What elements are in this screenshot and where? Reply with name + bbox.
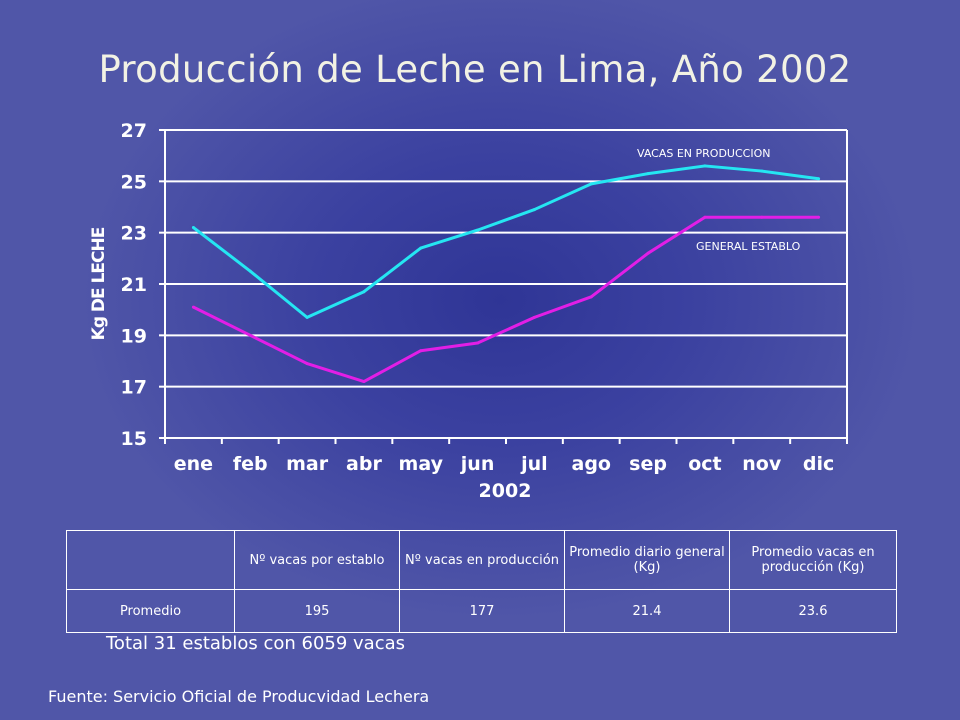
x-tick-label: jun [460,453,495,475]
y-tick-label: 27 [121,120,147,142]
x-tick-label: sep [629,453,667,475]
series-label: GENERAL ESTABLO [696,240,801,253]
data-point [476,341,480,345]
table-header-cell [66,530,235,590]
x-tick-label: jul [520,453,548,475]
chart-title: Producción de Leche en Lima, Año 2002 [98,48,852,91]
y-tick-label: 25 [121,171,147,193]
x-tick-label: dic [803,453,834,475]
table-cell: Promedio [66,589,235,633]
x-tick-label: ago [572,453,611,475]
data-point [646,172,650,176]
data-point [305,362,309,366]
table-header-cell: Nº vacas en producción [399,530,565,590]
series-line [192,215,819,384]
data-point [362,380,366,384]
data-point [589,182,593,186]
y-tick-label: 21 [121,274,147,296]
data-point [476,228,480,232]
data-point [419,349,423,353]
table-cell: 195 [234,589,400,633]
data-point [817,215,821,219]
x-tick-label: mar [286,453,329,475]
table-header-cell: Promedio vacas en producción (Kg) [729,530,897,590]
data-point [419,246,423,250]
data-point [703,164,707,168]
data-point [817,177,821,181]
data-point [362,290,366,294]
table-row: Promedio 195 177 21.4 23.6 [66,589,897,633]
data-point [532,315,536,319]
x-tick-label: nov [742,453,782,475]
x-tick-label: oct [688,453,721,475]
y-tick-label: 23 [121,223,147,245]
table-header-row: Nº vacas por establo Nº vacas en producc… [66,530,897,590]
table-header-cell: Promedio diario general (Kg) [564,530,730,590]
series-line [192,164,819,319]
data-point [305,315,309,319]
x-tick-label: feb [233,453,268,475]
summary-table: Nº vacas por establo Nº vacas en producc… [66,530,897,633]
y-tick-label: 17 [121,377,147,399]
data-point [191,305,195,309]
y-tick-label: 15 [121,428,147,450]
y-axis-label: Kg DE LECHE [89,227,109,340]
table-cell: 21.4 [564,589,730,633]
data-point [760,215,764,219]
data-point [532,208,536,212]
table-cell: 23.6 [729,589,897,633]
total-note: Total 31 establos con 6059 vacas [106,633,406,654]
x-tick-label: abr [346,453,382,475]
series-label: VACAS EN PRODUCCION [637,147,770,160]
table-cell: 177 [399,589,565,633]
line-chart: 15 17 19 21 23 25 27 ene feb mar abr may jun jul ago se… [89,120,834,502]
y-tick-label: 19 [121,325,147,347]
data-point [703,215,707,219]
data-point [248,269,252,273]
x-tick-label: may [399,453,444,475]
data-point [589,295,593,299]
data-point [191,226,195,230]
x-axis-label: 2002 [479,480,532,502]
data-point [646,251,650,255]
source-note: Fuente: Servicio Oficial de Producvidad … [48,687,430,706]
x-tick-label: ene [174,453,213,475]
table-header-cell: Nº vacas por establo [234,530,400,590]
data-point [248,333,252,337]
data-point [760,169,764,173]
